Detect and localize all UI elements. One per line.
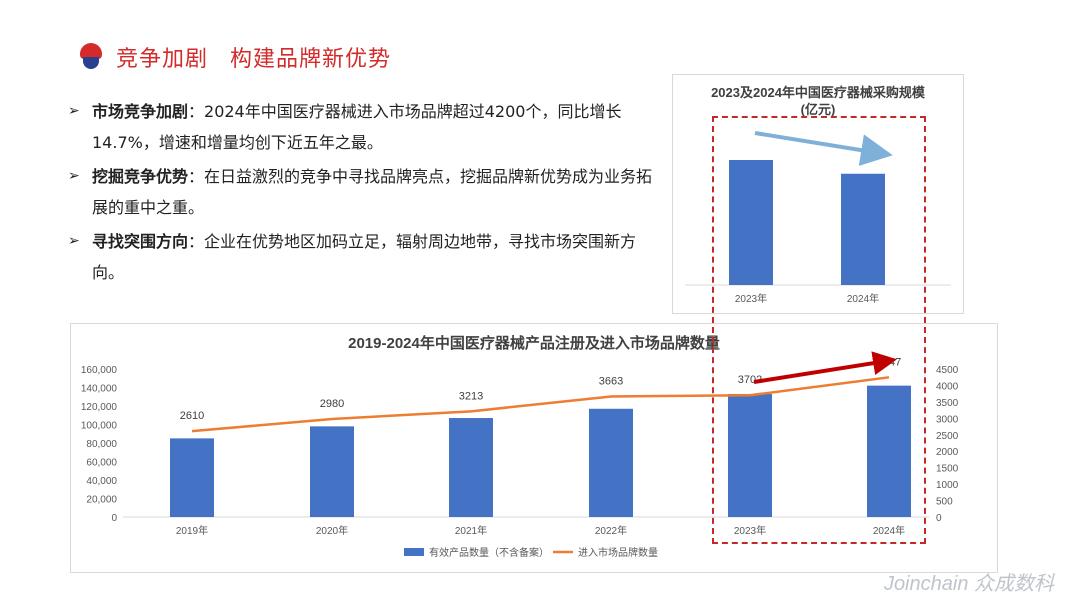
slide-header: 竞争加剧 构建品牌新优势 [80,40,391,74]
bullet-item: ➢ 挖掘竞争优势：在日益激烈的竞争中寻找品牌亮点，挖掘品牌新优势成为业务拓展的重… [68,161,668,223]
bullet-heading: 寻找突围方向 [92,232,189,251]
x-tick-label: 2023年 [734,524,766,537]
x-tick-label: 2023年 [735,292,767,305]
y-left-tick-label: 140,000 [81,384,118,395]
x-tick-label: 2022年 [595,524,627,537]
bullet-text: ：2024年中国医疗器械进入市场品牌超过4200个，同比增长14.7%，增速和增… [92,102,622,152]
y-left-tick-label: 20,000 [86,495,117,506]
data-label: 2610 [180,410,204,422]
chart-subtitle: (亿元) [801,102,836,117]
bullet-heading: 市场竞争加剧 [92,102,189,121]
y-right-tick-label: 500 [936,497,953,508]
registration-chart: 2019-2024年中国医疗器械产品注册及进入市场品牌数量 0 20,000 40,… [81,334,959,559]
slide-title: 竞争加剧 构建品牌新优势 [116,41,391,73]
y-right-tick-label: 0 [936,513,942,524]
bullet-item: ➢ 市场竞争加剧：2024年中国医疗器械进入市场品牌超过4200个，同比增长14… [68,96,668,158]
y-right-tick-label: 4000 [936,381,959,392]
y-left-tick-label: 0 [111,513,117,524]
title-part2: 构建品牌新优势 [230,47,392,72]
procurement-chart: 2023及2024年中国医疗器械采购规模 (亿元) 2023年 2024年 [685,85,951,305]
brand-count-line [191,376,890,433]
chart-title: 2023及2024年中国医疗器械采购规模 [711,85,926,100]
x-tick-label: 2024年 [873,524,905,537]
growth-arrow [753,351,897,384]
data-label: 3213 [459,390,483,402]
x-tick-label: 2021年 [455,524,487,537]
logo-icon [80,43,102,71]
y-right-tick-label: 3500 [936,398,959,409]
bar [310,426,354,517]
y-right-tick-label: 1500 [936,464,959,475]
bullet-heading: 挖掘竞争优势 [92,167,189,186]
title-part1: 竞争加剧 [116,47,209,72]
arrow-bullet-icon: ➢ [68,168,80,184]
trend-arrow [754,131,893,166]
bar [728,393,772,517]
x-tick-label: 2020年 [316,524,348,537]
bullet-text: ：在日益激烈的竞争中寻找品牌亮点，挖掘品牌新优势成为业务拓展的重中之重。 [92,167,653,217]
legend-label: 进入市场品牌数量 [578,546,658,559]
bar [589,408,633,517]
y-left-tick-label: 80,000 [86,439,117,450]
y-right-tick-label: 1000 [936,480,959,491]
y-left-tick-label: 60,000 [86,458,117,469]
y-left-tick-label: 40,000 [86,476,117,487]
bar [170,438,214,517]
x-tick-label: 2024年 [847,292,879,305]
bar [729,160,773,285]
bar [867,385,911,517]
y-left-tick-label: 100,000 [81,421,118,432]
watermark: Joinchain 众成数科 [883,573,1054,595]
legend-label: 有效产品数量（不含备案） [429,546,549,559]
y-right-tick-label: 4500 [936,365,959,376]
data-label: 3663 [599,376,623,388]
x-tick-label: 2019年 [176,524,208,537]
registration-chart-panel: 2019-2024年中国医疗器械产品注册及进入市场品牌数量 0 20,000 40,… [70,323,998,573]
bullet-item: ➢ 寻找突围方向：企业在优势地区加码立足，辐射周边地带，寻找市场突围新方向。 [68,226,668,288]
y-right-tick-label: 3000 [936,414,959,425]
y-left-tick-label: 120,000 [81,402,118,413]
procurement-chart-panel: 2023及2024年中国医疗器械采购规模 (亿元) 2023年 2024年 [672,74,964,314]
y-right-tick-label: 2500 [936,431,959,442]
data-label: 2980 [320,398,344,410]
arrow-bullet-icon: ➢ [68,103,80,119]
legend-swatch-bar [404,548,424,556]
bar [841,173,885,285]
y-right-tick-label: 2000 [936,447,959,458]
bullet-text: ：企业在优势地区加码立足，辐射周边地带，寻找市场突围新方向。 [92,232,637,282]
chart-title: 2019-2024年中国医疗器械产品注册及进入市场品牌数量 [348,334,720,352]
bullet-list: ➢ 市场竞争加剧：2024年中国医疗器械进入市场品牌超过4200个，同比增长14… [68,96,668,291]
y-left-tick-label: 160,000 [81,365,118,376]
arrow-bullet-icon: ➢ [68,233,80,249]
bar [449,418,493,517]
